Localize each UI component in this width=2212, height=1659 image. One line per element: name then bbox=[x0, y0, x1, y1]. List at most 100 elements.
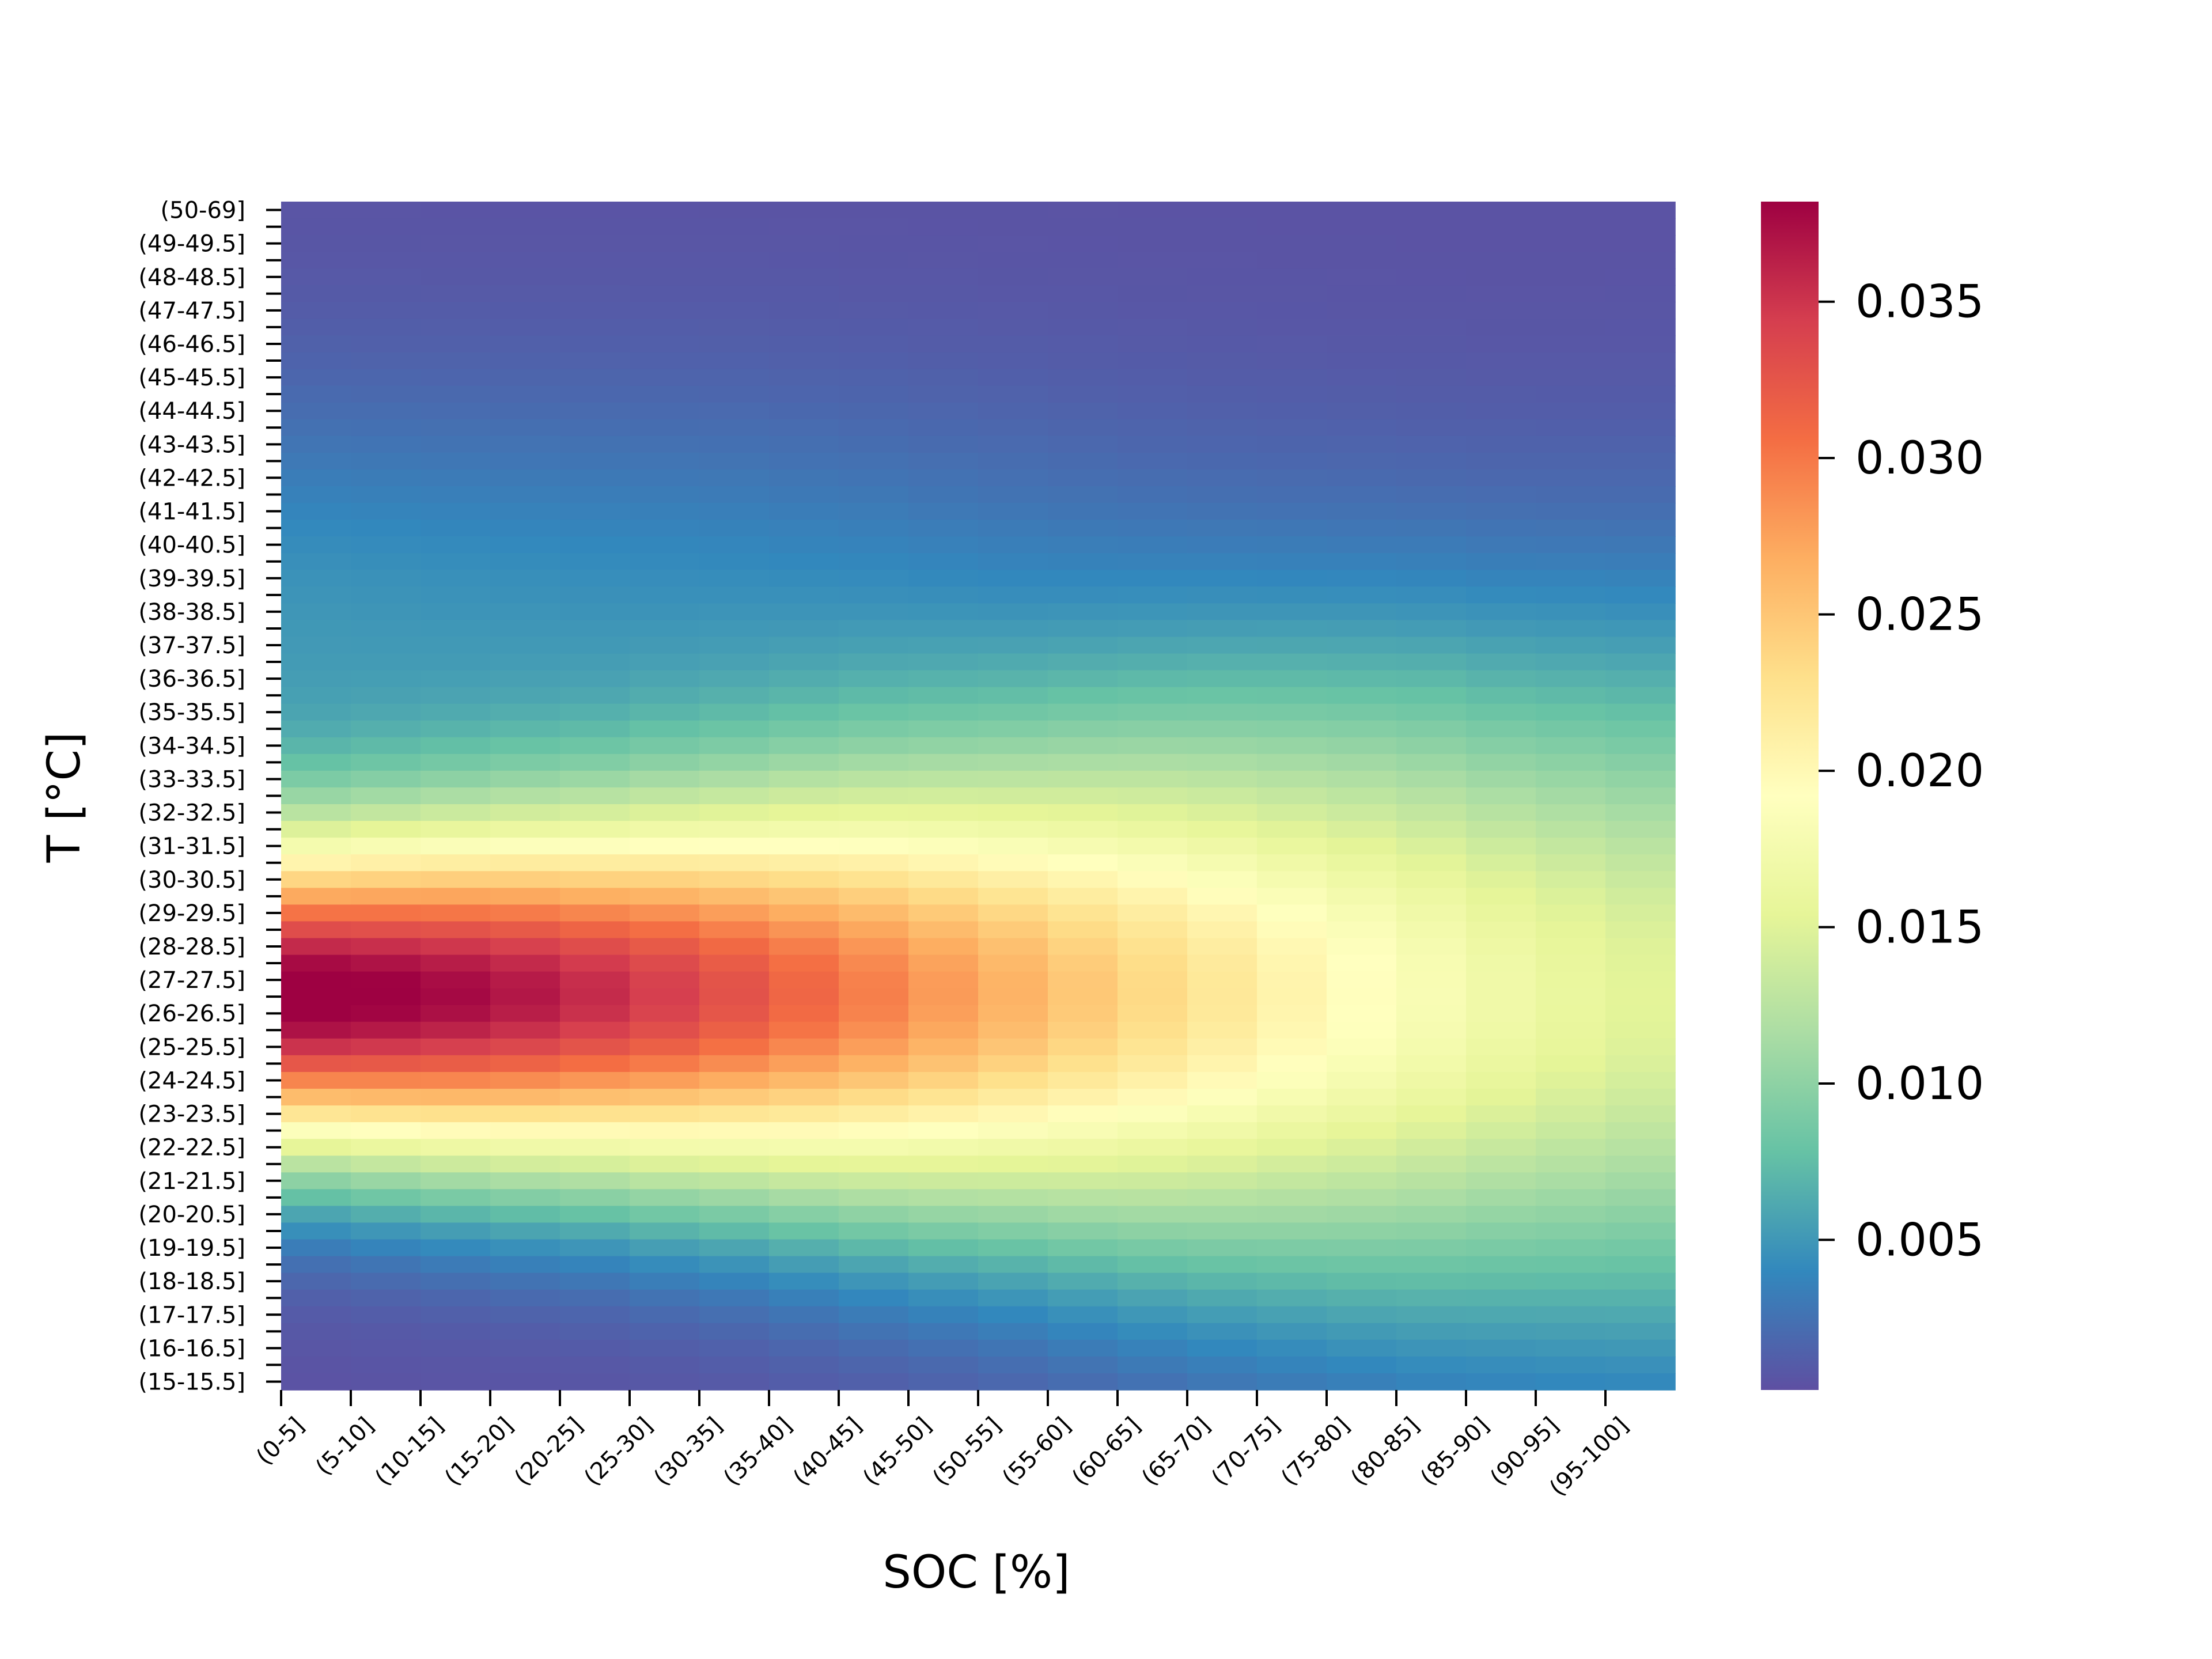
heatmap-cell bbox=[1396, 670, 1467, 688]
heatmap-cell bbox=[490, 1172, 560, 1190]
heatmap-cell bbox=[1396, 503, 1467, 520]
heatmap-cell bbox=[630, 938, 700, 956]
heatmap-cell bbox=[1327, 1289, 1397, 1307]
heatmap-cell bbox=[978, 1356, 1048, 1374]
heatmap-cell bbox=[560, 904, 630, 922]
heatmap-cell bbox=[1396, 1339, 1467, 1357]
heatmap-cell bbox=[908, 586, 979, 604]
heatmap-cell bbox=[1536, 1373, 1606, 1391]
heatmap-cell bbox=[1257, 888, 1327, 906]
y-tick-label: (16-16.5] bbox=[138, 1335, 245, 1362]
heatmap-cell bbox=[1187, 620, 1257, 638]
heatmap-cell bbox=[351, 536, 421, 554]
heatmap-cell bbox=[1466, 720, 1536, 738]
heatmap-cell bbox=[1257, 1189, 1327, 1207]
heatmap-cell bbox=[769, 486, 839, 503]
heatmap-cell bbox=[1048, 854, 1118, 872]
heatmap-cell bbox=[769, 1206, 839, 1224]
heatmap-cell bbox=[1327, 821, 1397, 838]
heatmap-cell bbox=[908, 402, 979, 420]
heatmap-cell bbox=[421, 1272, 491, 1290]
heatmap-cell bbox=[908, 653, 979, 671]
heatmap-cell bbox=[1536, 871, 1606, 889]
heatmap-cell bbox=[1536, 753, 1606, 771]
heatmap-cell bbox=[1466, 385, 1536, 403]
heatmap-cell bbox=[1466, 419, 1536, 437]
heatmap-cell bbox=[630, 670, 700, 688]
heatmap-cell bbox=[1536, 553, 1606, 571]
x-tick-label: (25-30] bbox=[579, 1412, 658, 1491]
heatmap-cell bbox=[1118, 452, 1188, 470]
heatmap-cell bbox=[351, 1272, 421, 1290]
heatmap-cell bbox=[1466, 1071, 1536, 1089]
heatmap-cell bbox=[1327, 503, 1397, 520]
heatmap-cell bbox=[978, 787, 1048, 805]
heatmap-cell bbox=[281, 553, 351, 571]
heatmap-cell bbox=[281, 737, 351, 755]
heatmap-cell bbox=[351, 452, 421, 470]
heatmap-cell bbox=[560, 419, 630, 437]
heatmap-cell bbox=[1605, 503, 1676, 520]
heatmap-cell bbox=[421, 435, 491, 453]
heatmap-cell bbox=[351, 804, 421, 821]
heatmap-cell bbox=[1257, 720, 1327, 738]
heatmap-cell bbox=[630, 1088, 700, 1106]
heatmap-cell bbox=[630, 787, 700, 805]
heatmap-cell bbox=[1327, 838, 1397, 855]
heatmap-cell bbox=[1327, 670, 1397, 688]
heatmap-cell bbox=[978, 720, 1048, 738]
heatmap-cell bbox=[1536, 737, 1606, 755]
heatmap-cell bbox=[1187, 770, 1257, 788]
y-tick-label: (30-30.5] bbox=[138, 867, 245, 893]
heatmap-cell bbox=[1536, 419, 1606, 437]
heatmap-cell bbox=[1118, 302, 1188, 320]
heatmap-cell bbox=[351, 402, 421, 420]
heatmap-cell bbox=[1466, 620, 1536, 638]
heatmap-cell bbox=[1118, 369, 1188, 387]
heatmap-cell bbox=[281, 252, 351, 270]
heatmap-cell bbox=[351, 1156, 421, 1173]
heatmap-cell bbox=[1118, 720, 1188, 738]
heatmap-cell bbox=[1605, 1373, 1676, 1391]
heatmap-cell bbox=[769, 1122, 839, 1139]
heatmap-cell bbox=[1466, 904, 1536, 922]
heatmap-cell bbox=[1466, 637, 1536, 654]
heatmap-cell bbox=[1466, 971, 1536, 989]
heatmap-cell bbox=[1048, 737, 1118, 755]
heatmap-cell bbox=[1466, 235, 1536, 252]
heatmap-cell bbox=[978, 202, 1048, 219]
heatmap-cell bbox=[1327, 1356, 1397, 1374]
heatmap-cell bbox=[560, 687, 630, 704]
heatmap-cell bbox=[630, 737, 700, 755]
heatmap-cell bbox=[1327, 218, 1397, 236]
heatmap-cell bbox=[351, 218, 421, 236]
heatmap-cell bbox=[1605, 1021, 1676, 1039]
heatmap-cell bbox=[560, 570, 630, 588]
heatmap-cell bbox=[1605, 988, 1676, 1006]
heatmap-cell bbox=[1396, 988, 1467, 1006]
heatmap-cell bbox=[1396, 285, 1467, 303]
heatmap-cell bbox=[1118, 1122, 1188, 1139]
colorbar bbox=[1761, 202, 1819, 1390]
heatmap-cell bbox=[1118, 536, 1188, 554]
heatmap-cell bbox=[630, 838, 700, 855]
heatmap-cell bbox=[1257, 385, 1327, 403]
heatmap-cell bbox=[1187, 235, 1257, 252]
heatmap-cell bbox=[351, 637, 421, 654]
heatmap-cell bbox=[699, 603, 770, 621]
y-tick-label: (37-37.5] bbox=[138, 632, 245, 659]
y-tick-label: (20-20.5] bbox=[138, 1202, 245, 1228]
heatmap-cell bbox=[351, 1339, 421, 1357]
heatmap-cell bbox=[1536, 955, 1606, 972]
heatmap-cell bbox=[699, 1156, 770, 1173]
y-tick-label: (32-32.5] bbox=[138, 800, 245, 827]
heatmap-cell bbox=[1048, 720, 1118, 738]
heatmap-cell bbox=[839, 452, 909, 470]
y-tick-label: (38-38.5] bbox=[138, 599, 245, 626]
heatmap-cell bbox=[1466, 703, 1536, 721]
heatmap-cell bbox=[978, 1038, 1048, 1056]
heatmap-cell bbox=[1187, 352, 1257, 370]
x-tick-label: (20-25] bbox=[509, 1412, 588, 1491]
heatmap-cell bbox=[1536, 469, 1606, 487]
heatmap-cell bbox=[281, 285, 351, 303]
